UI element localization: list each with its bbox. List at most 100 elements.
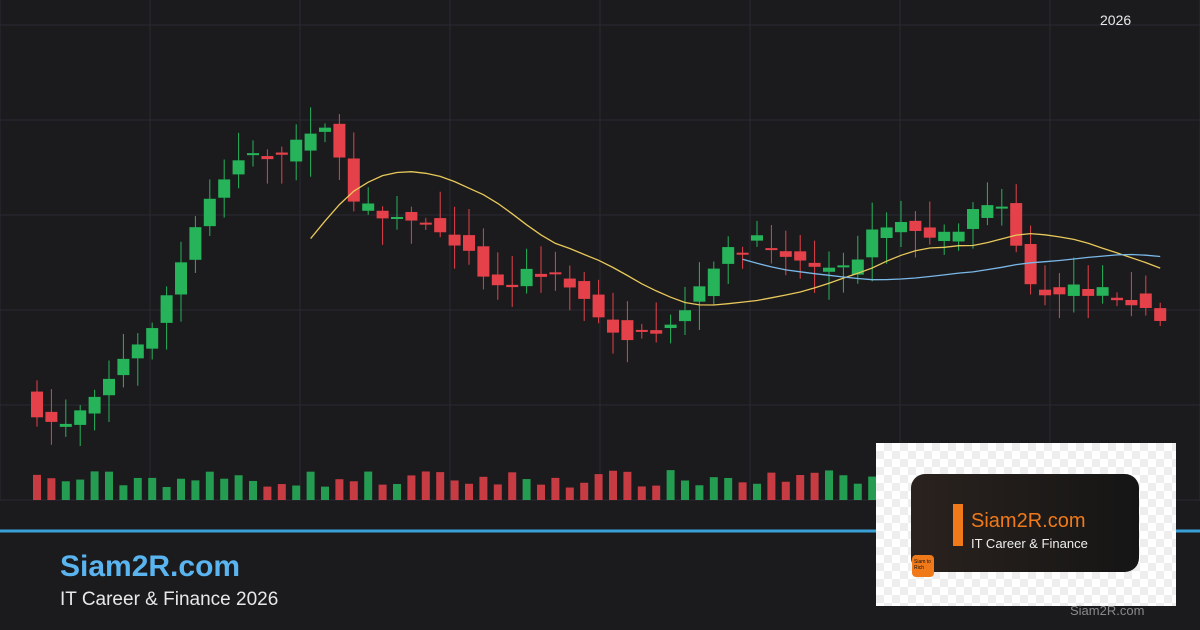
volume-bar — [306, 471, 315, 500]
candle — [160, 295, 173, 323]
volume-bar — [249, 480, 257, 500]
candle — [247, 153, 259, 156]
volume-bar — [565, 487, 574, 500]
candle — [923, 227, 936, 238]
candle — [549, 272, 562, 275]
volume-bar — [853, 483, 862, 500]
candle — [218, 179, 231, 198]
candle — [779, 251, 792, 257]
candle — [592, 294, 605, 318]
candle — [707, 268, 720, 297]
candle — [679, 310, 691, 322]
volume-bar — [47, 478, 56, 500]
volume-bar — [393, 483, 401, 500]
candle — [1139, 293, 1152, 308]
volume-bar — [349, 481, 358, 500]
volume-bar — [90, 471, 99, 500]
candle — [866, 229, 879, 258]
candle — [261, 156, 274, 160]
candle — [909, 220, 922, 231]
candle — [794, 251, 807, 261]
candle — [347, 158, 360, 202]
candle — [59, 423, 72, 427]
volume-bar — [580, 482, 589, 500]
volume-bar — [522, 479, 531, 500]
volume-bar — [652, 485, 661, 500]
volume-bar — [76, 479, 85, 500]
candle — [333, 123, 346, 158]
volume-bar — [767, 472, 776, 500]
candle — [448, 234, 461, 246]
candle — [146, 328, 159, 349]
volume-bar — [551, 477, 560, 500]
volume-bar — [695, 485, 704, 500]
candle — [45, 411, 58, 422]
volume-bar — [335, 479, 344, 500]
candle — [808, 262, 821, 267]
volume-bar — [637, 486, 646, 500]
candle — [1039, 289, 1051, 296]
candle — [304, 133, 317, 151]
volume-bar — [623, 471, 632, 500]
volume-bar — [810, 472, 819, 500]
volume-bar — [378, 484, 387, 500]
volume-bar — [781, 481, 790, 500]
volume-bar — [753, 483, 761, 500]
candle — [131, 344, 144, 359]
candle — [1125, 299, 1138, 306]
watermark: Siam2R.com — [1070, 603, 1145, 618]
candle — [434, 218, 447, 233]
candle — [31, 391, 43, 418]
candle — [103, 378, 115, 396]
logo-badge: Siam to Rich — [912, 555, 934, 577]
volume-bar — [839, 475, 848, 500]
volume-bar — [33, 474, 41, 500]
candle — [477, 246, 490, 277]
volume-bar — [594, 474, 603, 500]
logo-tagline: IT Career & Finance — [971, 536, 1088, 551]
candle — [851, 259, 864, 275]
logo-title: Siam2R.com — [971, 510, 1086, 532]
candle — [1111, 297, 1123, 301]
volume-bar — [105, 471, 113, 500]
candle — [117, 358, 130, 376]
candle — [1154, 308, 1167, 321]
volume-bar — [277, 484, 286, 500]
volume-bar — [738, 482, 747, 500]
volume-bar — [681, 480, 689, 500]
candle — [506, 284, 519, 288]
candle — [232, 160, 245, 175]
volume-bar — [537, 484, 545, 500]
logo-panel: Siam2R.com IT Career & Finance Siam to R… — [876, 443, 1176, 606]
candle — [376, 210, 389, 219]
candle — [578, 281, 591, 299]
candle — [189, 227, 202, 260]
volume-bar — [205, 471, 214, 500]
volume-bar — [191, 480, 200, 500]
candle — [1082, 288, 1095, 296]
volume-bar — [709, 477, 718, 500]
candle — [175, 262, 187, 295]
candle — [607, 319, 619, 333]
volume-bar — [263, 486, 272, 500]
candle — [520, 268, 533, 287]
candle — [635, 329, 648, 332]
volume-bar — [407, 475, 416, 500]
volume-bar — [479, 476, 488, 500]
volume-bar — [609, 470, 617, 500]
logo-accent — [953, 504, 963, 546]
candle — [1010, 203, 1023, 246]
candle — [895, 222, 907, 233]
candle — [1067, 284, 1080, 296]
candle — [563, 278, 576, 288]
candle — [736, 252, 749, 255]
volume-bar — [321, 486, 329, 500]
volume-bar — [724, 477, 733, 500]
volume-bar — [148, 477, 157, 500]
site-title: Siam2R.com — [60, 550, 241, 583]
volume-bar — [234, 475, 243, 500]
candle — [938, 231, 951, 242]
year: 2026 — [1100, 12, 1132, 28]
candle — [491, 274, 504, 286]
candle — [275, 152, 288, 155]
